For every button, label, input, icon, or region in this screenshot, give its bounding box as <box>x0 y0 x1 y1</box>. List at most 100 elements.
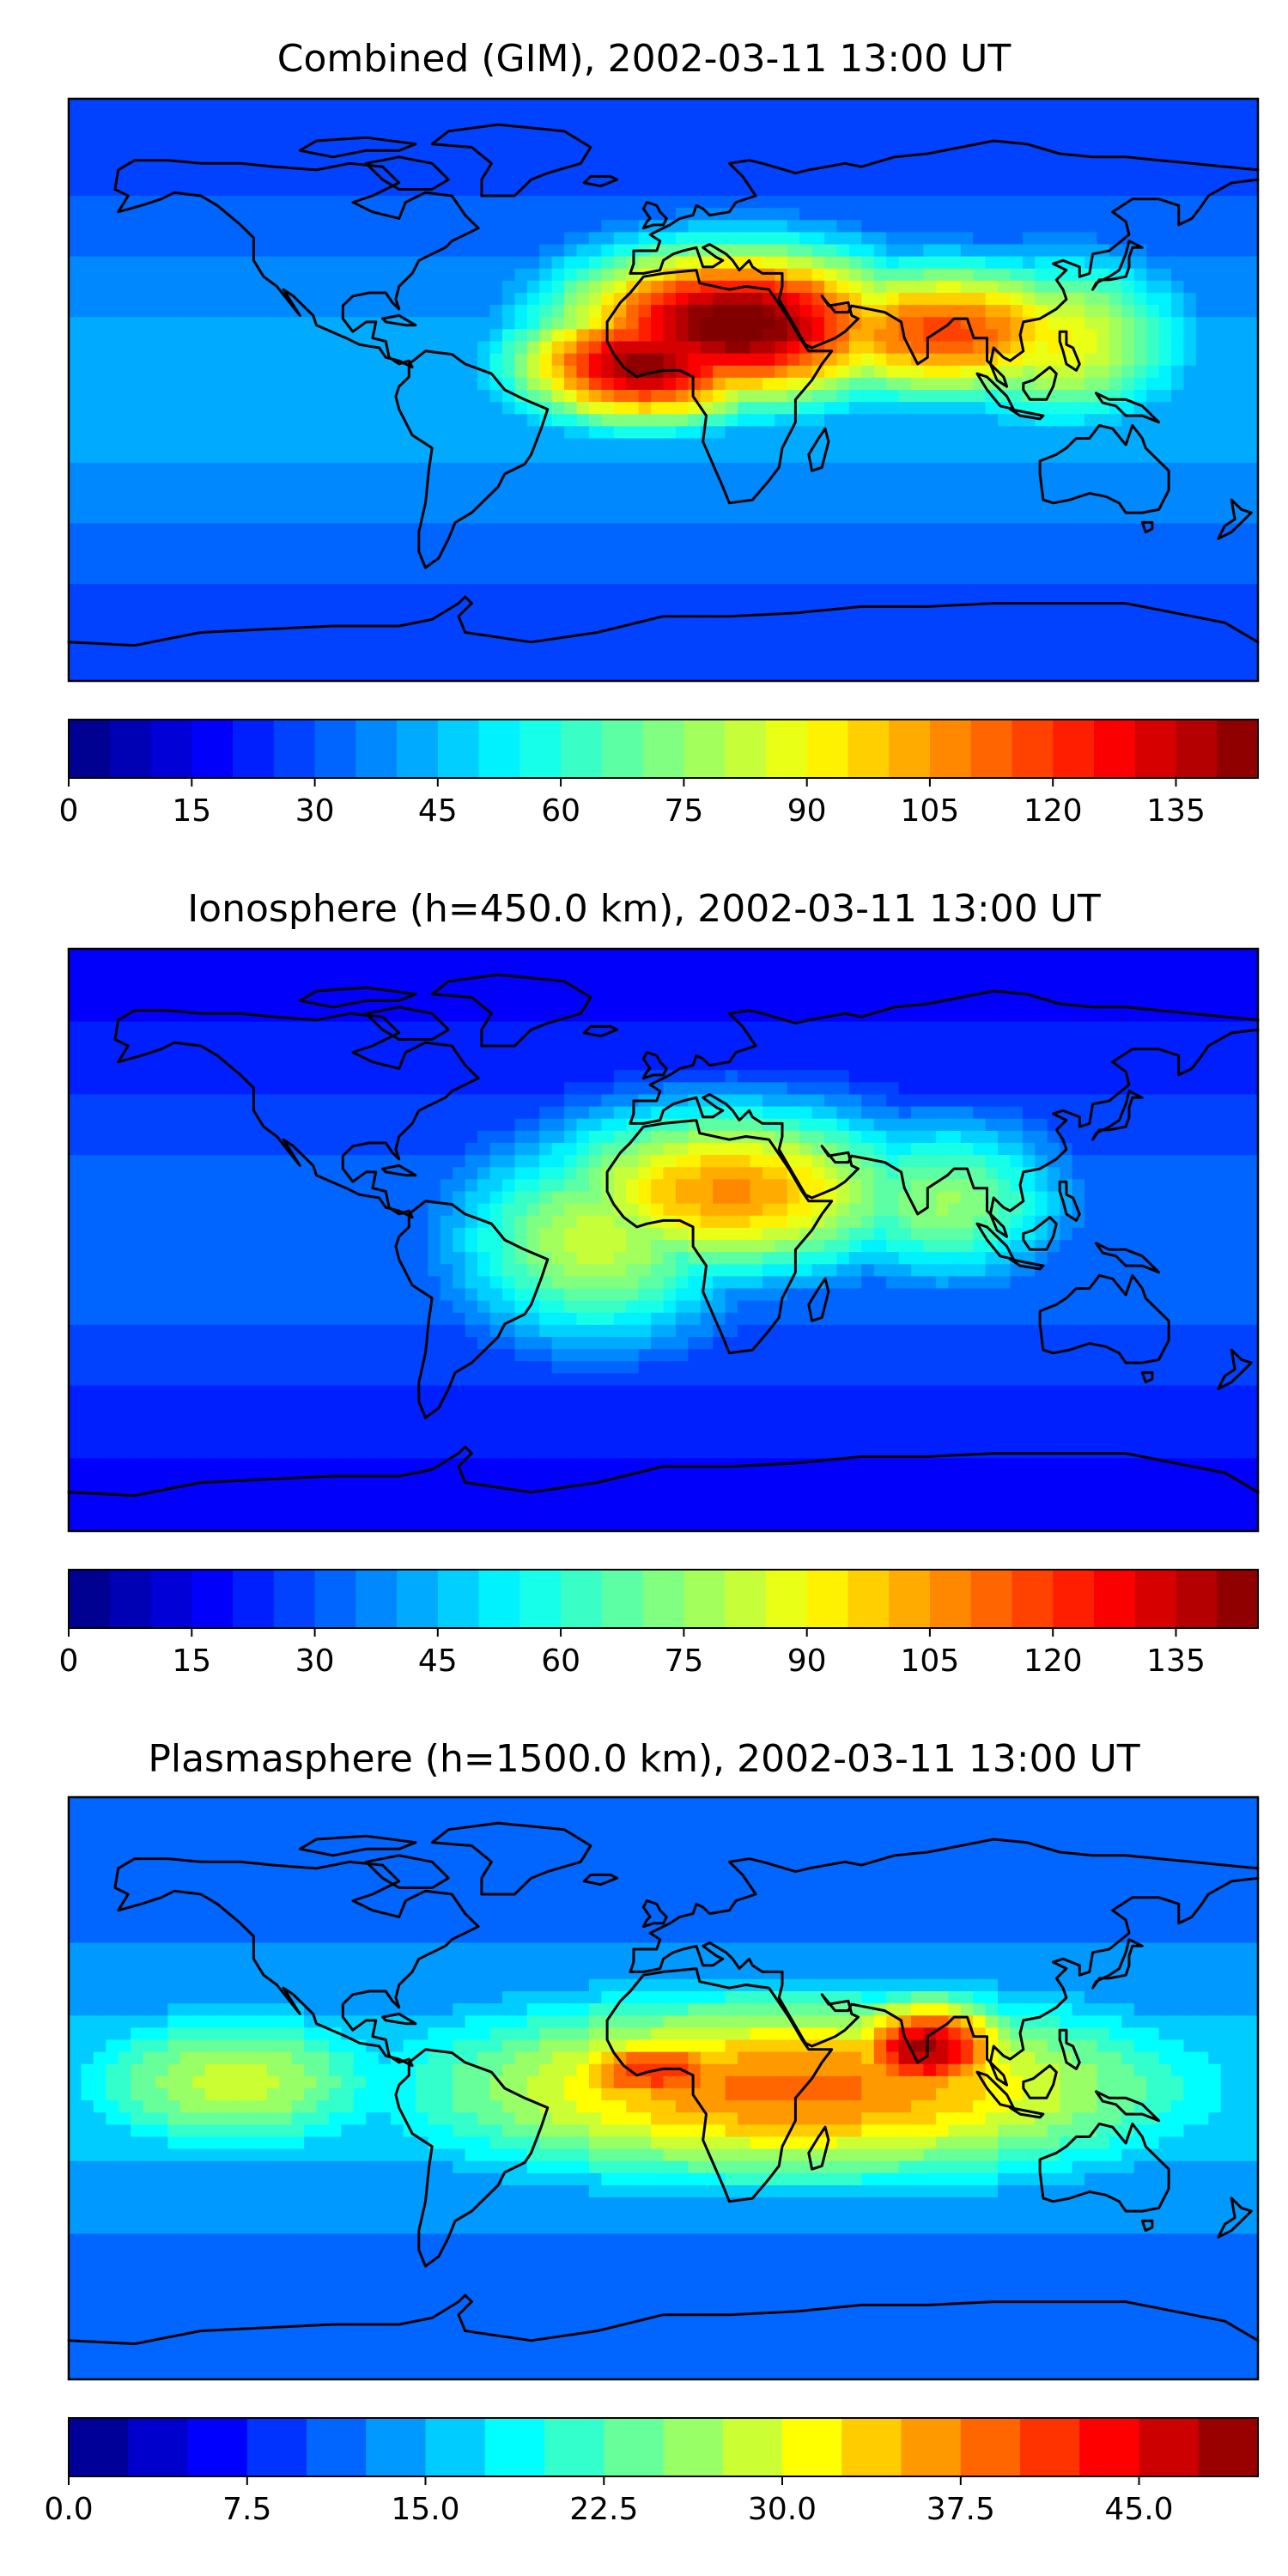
field-cell <box>1084 584 1098 597</box>
field-cell <box>266 535 280 549</box>
field-cell <box>304 487 318 500</box>
field-cell <box>1133 305 1147 318</box>
field-cell <box>861 547 875 561</box>
field-cell <box>1060 159 1073 173</box>
field-cell <box>366 305 380 318</box>
field-cell <box>1072 183 1085 197</box>
field-cell <box>1183 656 1197 670</box>
field-cell <box>403 571 416 585</box>
field-cell <box>601 414 615 427</box>
field-cell <box>1220 377 1234 391</box>
field-cell <box>873 961 887 974</box>
field-cell <box>613 596 627 609</box>
field-cell <box>316 99 330 112</box>
field-cell <box>1233 341 1247 355</box>
field-cell <box>1158 329 1172 343</box>
field-cell <box>204 584 218 597</box>
field-cell <box>167 559 181 573</box>
field-cell <box>341 244 355 258</box>
field-cell <box>143 559 156 573</box>
field-cell <box>861 608 875 621</box>
field-cell <box>1022 973 1036 986</box>
field-cell <box>1183 511 1197 524</box>
field-cell <box>241 353 256 367</box>
field-cell <box>1109 159 1122 173</box>
field-cell <box>217 632 231 646</box>
field-cell <box>266 317 280 330</box>
field-cell <box>638 317 652 330</box>
field-cell <box>1121 208 1135 221</box>
field-cell <box>588 232 602 246</box>
field-cell <box>217 147 231 161</box>
field-cell <box>725 426 738 440</box>
field-cell <box>848 244 862 258</box>
field-cell <box>873 390 887 403</box>
field-cell <box>762 256 775 270</box>
field-cell <box>911 656 925 670</box>
field-cell <box>935 961 949 974</box>
field-cell <box>353 426 367 440</box>
field-cell <box>106 656 119 670</box>
field-cell <box>923 620 937 634</box>
field-cell <box>291 196 305 209</box>
field-cell <box>316 268 330 282</box>
field-cell <box>738 390 751 403</box>
field-cell <box>465 329 478 343</box>
field-cell <box>998 280 1012 294</box>
field-cell <box>626 462 640 476</box>
field-cell <box>626 183 640 197</box>
field-cell <box>775 317 788 330</box>
field-cell <box>1010 208 1024 221</box>
field-cell <box>1121 487 1135 500</box>
field-cell <box>1035 571 1048 585</box>
field-cell <box>651 414 665 427</box>
field-cell <box>626 147 640 161</box>
field-cell <box>1060 620 1073 634</box>
field-cell <box>948 511 962 524</box>
field-cell <box>1195 111 1209 124</box>
field-cell <box>378 159 392 173</box>
field-cell <box>898 232 912 246</box>
field-cell <box>1022 571 1036 585</box>
field-cell <box>1208 487 1222 500</box>
field-cell <box>1022 584 1036 597</box>
field-cell <box>713 111 726 124</box>
field-cell <box>663 426 677 440</box>
field-cell <box>403 656 416 670</box>
field-cell <box>588 390 602 403</box>
field-cell <box>973 280 987 294</box>
field-cell <box>973 547 987 561</box>
field-cell <box>316 668 330 682</box>
field-cell <box>935 523 949 537</box>
field-cell <box>229 656 243 670</box>
field-cell <box>848 559 862 573</box>
field-cell <box>688 183 702 197</box>
field-cell <box>501 329 515 343</box>
field-cell <box>738 135 751 149</box>
field-cell <box>353 111 367 124</box>
field-cell <box>1121 111 1135 124</box>
field-cell <box>241 414 256 427</box>
field-cell <box>229 584 243 597</box>
field-cell <box>501 268 515 282</box>
field-cell <box>1010 668 1024 682</box>
field-cell <box>700 559 714 573</box>
field-cell <box>81 196 94 209</box>
field-cell <box>1047 973 1060 986</box>
field-cell <box>477 402 491 415</box>
field-cell <box>1146 487 1160 500</box>
field-cell <box>663 487 677 500</box>
field-cell <box>118 293 131 306</box>
field-cell <box>985 644 999 658</box>
field-cell <box>291 390 305 403</box>
field-cell <box>465 450 478 464</box>
field-cell <box>118 220 131 233</box>
field-cell <box>1233 462 1247 476</box>
field-cell <box>787 632 800 646</box>
field-cell <box>985 377 999 391</box>
field-cell <box>1072 535 1085 549</box>
field-cell <box>948 523 962 537</box>
field-cell <box>167 123 181 136</box>
field-cell <box>762 668 775 682</box>
field-cell <box>638 547 652 561</box>
